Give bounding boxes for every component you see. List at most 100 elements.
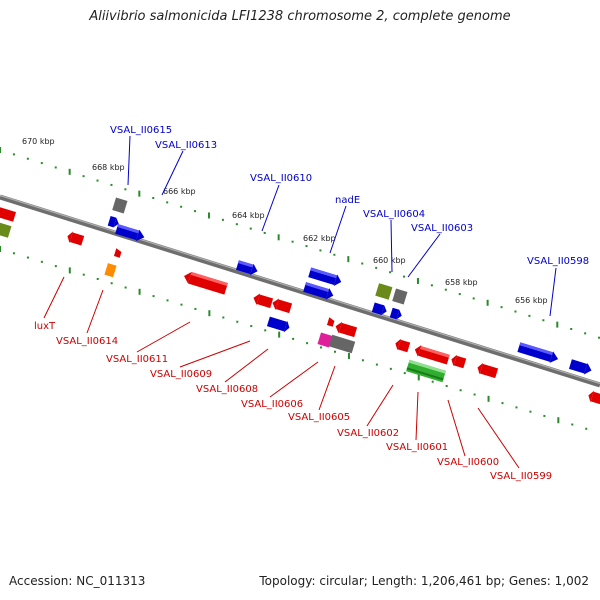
scale-tick-major [138, 288, 141, 295]
gene-label[interactable]: VSAL_II0610 [250, 173, 312, 184]
scale-dot [263, 231, 266, 234]
scale-dot [514, 310, 517, 313]
gene-label[interactable]: VSAL_II0614 [56, 336, 118, 347]
gene-arrow[interactable] [66, 230, 85, 246]
gene-arrow[interactable] [271, 297, 293, 314]
scale-dot [222, 316, 225, 319]
gene-label[interactable]: VSAL_II0611 [106, 354, 168, 365]
gene-block[interactable] [375, 283, 393, 300]
gene-label[interactable]: VSAL_II0613 [155, 140, 217, 151]
scale-dot [472, 297, 475, 300]
scale-tick-major [278, 331, 281, 338]
gene-label[interactable]: VSAL_II0602 [337, 428, 399, 439]
gene-label[interactable]: nadE [335, 195, 360, 206]
scale-dot [333, 253, 336, 256]
gene-arrow[interactable] [266, 316, 292, 334]
gene-arrow[interactable] [308, 267, 343, 288]
scale-dot [361, 359, 364, 362]
chromosome-backbone [0, 194, 600, 388]
gene-label[interactable]: VSAL_II0600 [437, 457, 499, 468]
gene-arrow[interactable] [115, 223, 146, 243]
scale-dot [26, 157, 29, 160]
gene-label[interactable]: VSAL_II0598 [527, 256, 589, 267]
gene-arrow[interactable] [252, 292, 274, 309]
topology-info: Topology: circular; Length: 1,206,461 bp… [259, 574, 589, 588]
scale-dot [12, 252, 15, 255]
scale-dot [515, 406, 518, 409]
gene-arrow[interactable] [406, 359, 446, 383]
gene-arrow[interactable] [389, 307, 403, 321]
gene-arrow[interactable] [476, 362, 499, 379]
reverse-labels: luxT VSAL_II0614 VSAL_II0611 VSAL_II0609… [34, 321, 552, 482]
scale-dot [319, 249, 322, 252]
chromosome-backbone-highlight [0, 194, 600, 385]
scale-label: 656 kbp [515, 296, 548, 305]
scale-dot [320, 346, 323, 349]
gene-label[interactable]: VSAL_II0603 [411, 223, 473, 234]
scale-dot [40, 260, 43, 263]
gene-label[interactable]: VSAL_II0604 [363, 209, 425, 220]
map-title: Aliivibrio salmonicida LFI1238 chromosom… [89, 9, 511, 24]
scale-dot [152, 295, 155, 298]
gene-arrow[interactable] [394, 338, 411, 354]
scale-dot [96, 277, 99, 280]
scale-dot [403, 275, 406, 278]
scale-dot [110, 183, 113, 186]
scale-tick-major [417, 374, 420, 381]
scale-dot [444, 288, 447, 291]
scale-dot [459, 389, 462, 392]
scale-tick-major [207, 212, 210, 219]
gene-label[interactable]: VSAL_II0609 [150, 369, 212, 380]
scale-dot [26, 256, 29, 259]
gene-label[interactable]: VSAL_II0615 [110, 125, 172, 136]
gene-arrow[interactable] [303, 281, 335, 301]
gene-label[interactable]: VSAL_II0601 [386, 442, 448, 453]
scale-tick-major [347, 353, 350, 360]
scale-dot [389, 367, 392, 370]
scale-track-lower [0, 246, 588, 430]
scale-label: 658 kbp [445, 278, 478, 287]
gene-block[interactable] [112, 197, 128, 214]
gene-block[interactable] [104, 263, 117, 278]
gene-arrow[interactable] [517, 341, 560, 364]
scale-dot [375, 363, 378, 366]
gene-block[interactable] [392, 288, 408, 305]
scale-tick-major [138, 190, 141, 197]
scale-dot [221, 218, 224, 221]
scale-label: 662 kbp [303, 234, 336, 243]
gene-arrow[interactable] [113, 248, 122, 258]
scale-dot [528, 314, 531, 317]
gene-arrow[interactable] [371, 302, 388, 316]
gene-arrow[interactable] [326, 317, 335, 327]
scale-label: 668 kbp [92, 163, 125, 172]
gene-arrow[interactable] [587, 390, 600, 406]
gene-label[interactable]: VSAL_II0606 [241, 399, 303, 410]
scale-dot [445, 384, 448, 387]
gene-arrow[interactable] [568, 358, 594, 376]
gene-label[interactable]: VSAL_II0608 [196, 384, 258, 395]
scale-dot [305, 245, 308, 248]
gene-arrow[interactable] [235, 259, 260, 277]
gene-label[interactable]: VSAL_II0605 [288, 412, 350, 423]
gene-label[interactable]: luxT [34, 321, 56, 332]
gene-block[interactable] [328, 334, 356, 354]
gene-arrow[interactable] [0, 204, 17, 223]
scale-tick-major [208, 310, 211, 317]
gene-arrow[interactable] [413, 344, 450, 366]
gene-label[interactable]: VSAL_II0599 [490, 471, 552, 482]
scale-dot [166, 201, 169, 204]
gene-block[interactable] [317, 332, 333, 348]
gene-block[interactable] [0, 222, 12, 238]
scale-dot [264, 329, 267, 332]
scale-dot [96, 179, 99, 182]
gene-arrow[interactable] [334, 320, 358, 338]
scale-dot [180, 205, 183, 208]
scale-dot [403, 372, 406, 375]
gene-arrow[interactable] [182, 270, 228, 295]
gene-arrow[interactable] [107, 216, 120, 228]
gene-arrow[interactable] [450, 354, 467, 370]
scale-dot [543, 414, 546, 417]
scale-tick-major [347, 256, 350, 263]
forward-labels: VSAL_II0615 VSAL_II0613 VSAL_II0610 nadE… [110, 125, 589, 267]
